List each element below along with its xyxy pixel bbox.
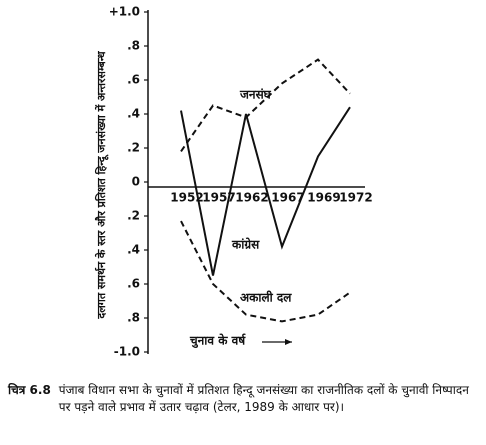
x-tick-label: 1952: [170, 191, 203, 205]
y-tick-label: .2: [127, 141, 140, 155]
y-axis-label: दलगत समर्थन के स्तर और प्रतिशत हिन्दू जन…: [94, 50, 109, 320]
x-tick-label: 1962: [235, 191, 268, 205]
series-label: अकाली दल: [240, 291, 292, 305]
chart: दलगत समर्थन के स्तर और प्रतिशत हिन्दू जन…: [94, 5, 373, 359]
x-axis-label: चुनाव के वर्ष: [189, 334, 246, 349]
y-tick-label: .6: [127, 277, 140, 291]
caption-label: चित्र 6.8: [8, 383, 51, 397]
x-tick-label: 1972: [339, 191, 372, 205]
y-tick-label: .4: [127, 107, 140, 121]
series-line: [180, 58, 351, 152]
y-tick-label: .8: [127, 39, 140, 53]
caption-text: पंजाब विधान सभा के चुनावों में प्रतिशत ह…: [58, 383, 469, 414]
y-tick-label: .6: [127, 73, 140, 87]
y-tick-label: .4: [127, 243, 140, 257]
y-tick-label: 0: [132, 175, 140, 189]
x-tick-label: 1967: [271, 191, 304, 205]
y-tick-label: -1.0: [114, 345, 140, 359]
y-tick-label: +1.0: [109, 5, 140, 19]
series-label: जनसंघ: [239, 88, 272, 102]
series-line: [180, 220, 351, 323]
y-tick-label: .8: [127, 311, 140, 325]
caption: चित्र 6.8 पंजाब विधान सभा के चुनावों में…: [8, 382, 480, 416]
series-label: कांग्रेस: [231, 238, 260, 252]
arrow-head: [285, 339, 292, 345]
y-tick-label: .2: [127, 209, 140, 223]
x-tick-label: 1969: [307, 191, 340, 205]
series-line: [180, 106, 351, 276]
